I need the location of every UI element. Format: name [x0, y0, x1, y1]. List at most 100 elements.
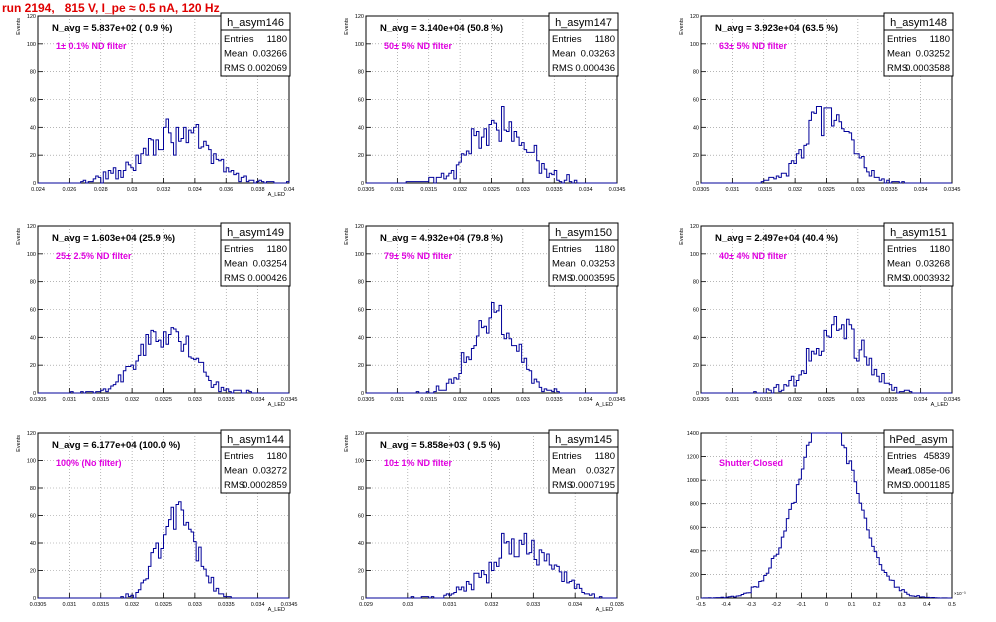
- stats-box-frame: [548, 222, 619, 287]
- y-tick-label: 60: [693, 98, 699, 104]
- x-tick-label: 0.031: [62, 602, 76, 608]
- stats-key-mean: Mean: [552, 49, 576, 60]
- histogram-h_asym151: 0.0305 0.031 0.0315 0.032 0.0325 0.033 0.0335 0…: [679, 222, 960, 408]
- histogram-hPed_asym: -0.5 -0.4 -0.3 -0.2 -0.1 0 0.1 0.2 0.3 0.4 0.5 0 200…: [687, 429, 966, 608]
- y-tick-label: 120: [27, 14, 36, 20]
- stats-value-rms: 0.002069: [247, 63, 287, 74]
- x-tick-label: 0.031: [725, 187, 739, 193]
- y-tick-label: 1000: [687, 478, 699, 484]
- filter-label: 40± 4% ND filter: [719, 251, 787, 261]
- x-tick-label: 0.0345: [944, 187, 961, 193]
- x-tick-label: -0.3: [746, 602, 755, 608]
- histogram-h_asym146: 0.024 0.026 0.028 0.03 0.032 0.034 0.036 0.038 0…: [16, 12, 295, 198]
- filter-label: Shutter Closed: [719, 458, 783, 468]
- x-tick-label: 0.032: [125, 602, 139, 608]
- histogram-h_asym145: 0.029 0.03 0.031 0.032 0.033 0.034 0.035 0 20 40 6…: [344, 429, 624, 613]
- stats-key-entries: Entries: [887, 34, 917, 45]
- y-tick-label: 80: [30, 486, 36, 492]
- stats-value-entries: 1180: [595, 451, 615, 462]
- x-tick-label: 0.033: [188, 602, 202, 608]
- x-tick-label: 0.033: [188, 397, 202, 403]
- y-tick-label: 600: [690, 525, 699, 531]
- x-tick-label: 0.031: [390, 397, 404, 403]
- x-tick-label: 0.0305: [693, 187, 710, 193]
- x-tick-label: 0.034: [914, 187, 928, 193]
- x-tick-label: 0.0345: [609, 397, 626, 403]
- stats-value-entries: 1180: [930, 244, 950, 255]
- stats-value-entries: 1180: [267, 244, 287, 255]
- stats-value-mean: 0.03266: [253, 49, 287, 60]
- x-tick-label: 0.0335: [218, 397, 235, 403]
- x-tick-label: 0.031: [390, 187, 404, 193]
- stats-key-mean: Mean: [224, 466, 248, 477]
- stats-box: h_asym151 Entries 1180 Mean 0.03268 RMS0.0003…: [883, 222, 954, 287]
- x-tick-label: 0.04: [284, 187, 295, 193]
- y-tick-label: 0: [696, 391, 699, 397]
- histogram-h_asym148: 0.0305 0.031 0.0315 0.032 0.0325 0.033 0.0335 0…: [679, 12, 961, 193]
- stats-value-mean: -1.085e-06: [904, 466, 950, 477]
- x-tick-label: 0.0305: [358, 187, 375, 193]
- stats-key-entries: Entries: [224, 244, 254, 255]
- x-tick-label: 0.031: [443, 602, 457, 608]
- stats-value-rms: 0.0001185: [906, 480, 950, 491]
- y-tick-label: 20: [358, 153, 364, 159]
- stats-key-entries: Entries: [552, 244, 582, 255]
- y-tick-label: 40: [693, 335, 699, 341]
- y-tick-label: 120: [690, 224, 699, 230]
- stats-key-entries: Entries: [887, 451, 917, 462]
- y-tick-label: 80: [693, 280, 699, 286]
- y-tick-label: 60: [30, 514, 36, 520]
- x-tick-label: 0.032: [157, 187, 171, 193]
- stats-value-rms: 0.000426: [247, 273, 287, 284]
- x-axis-title: A_LED: [596, 607, 613, 613]
- stats-value-entries: 1180: [267, 451, 287, 462]
- stats-value-mean: 0.03268: [916, 259, 950, 270]
- x-axis-title: A_LED: [268, 192, 285, 198]
- x-tick-label: 0.036: [219, 187, 233, 193]
- stats-key-mean: Mean: [224, 259, 248, 270]
- x-tick-label: 0.0325: [483, 187, 500, 193]
- x-tick-label: 0.5: [948, 602, 956, 608]
- x-tick-label: 0.034: [251, 397, 265, 403]
- stats-value-entries: 1180: [595, 244, 615, 255]
- histogram-outline: [701, 432, 952, 599]
- y-tick-label: 20: [30, 569, 36, 575]
- stats-value-rms: 0.0003932: [905, 273, 950, 284]
- x-tick-label: 0.026: [62, 187, 76, 193]
- histogram-name: h_asym151: [890, 227, 947, 239]
- stats-key-mean: Mean: [552, 259, 576, 270]
- y-tick-label: 60: [30, 308, 36, 314]
- histogram-h_asym150: 0.0305 0.031 0.0315 0.032 0.0325 0.033 0.0335 0…: [344, 222, 626, 408]
- histogram-name: h_asym148: [890, 17, 947, 29]
- x-tick-label: 0.029: [359, 602, 373, 608]
- histogram-outline: [38, 501, 289, 599]
- x-tick-label: 0.032: [788, 397, 802, 403]
- stats-value-entries: 1180: [595, 34, 615, 45]
- x-tick-label: 0.033: [851, 187, 865, 193]
- y-axis-title: Events: [16, 228, 22, 245]
- y-tick-label: 0: [33, 391, 36, 397]
- stats-key-entries: Entries: [552, 451, 582, 462]
- x-tick-label: 0.0335: [881, 397, 898, 403]
- stats-box: h_asym149 Entries 1180 Mean 0.03254 RMS 0.0004…: [220, 222, 291, 287]
- filter-label: 50± 5% ND filter: [384, 41, 452, 51]
- y-tick-label: 40: [693, 125, 699, 131]
- y-tick-label: 60: [693, 308, 699, 314]
- histogram-name: h_asym144: [227, 434, 284, 446]
- histogram-name: h_asym147: [555, 17, 612, 29]
- y-tick-label: 100: [27, 42, 36, 48]
- n-avg-label: N_avg = 1.603e+04 (25.9 %): [52, 233, 175, 244]
- x-tick-label: 0.024: [31, 187, 45, 193]
- x-tick-label: 0.032: [485, 602, 499, 608]
- stats-box: h_asym148 Entries 1180 Mean 0.03252 RMS0.0003…: [883, 12, 954, 77]
- filter-label: 79± 5% ND filter: [384, 251, 452, 261]
- y-tick-label: 100: [355, 459, 364, 465]
- x-tick-label: 0.0315: [755, 397, 772, 403]
- n-avg-label: N_avg = 4.932e+04 (79.8 %): [380, 233, 503, 244]
- y-tick-label: 60: [358, 98, 364, 104]
- histogram-outline: [701, 315, 952, 394]
- y-tick-label: 0: [361, 391, 364, 397]
- x-tick-label: 0.0325: [155, 397, 172, 403]
- n-avg-label: N_avg = 3.923e+04 (63.5 %): [715, 23, 838, 34]
- y-tick-label: 120: [355, 14, 364, 20]
